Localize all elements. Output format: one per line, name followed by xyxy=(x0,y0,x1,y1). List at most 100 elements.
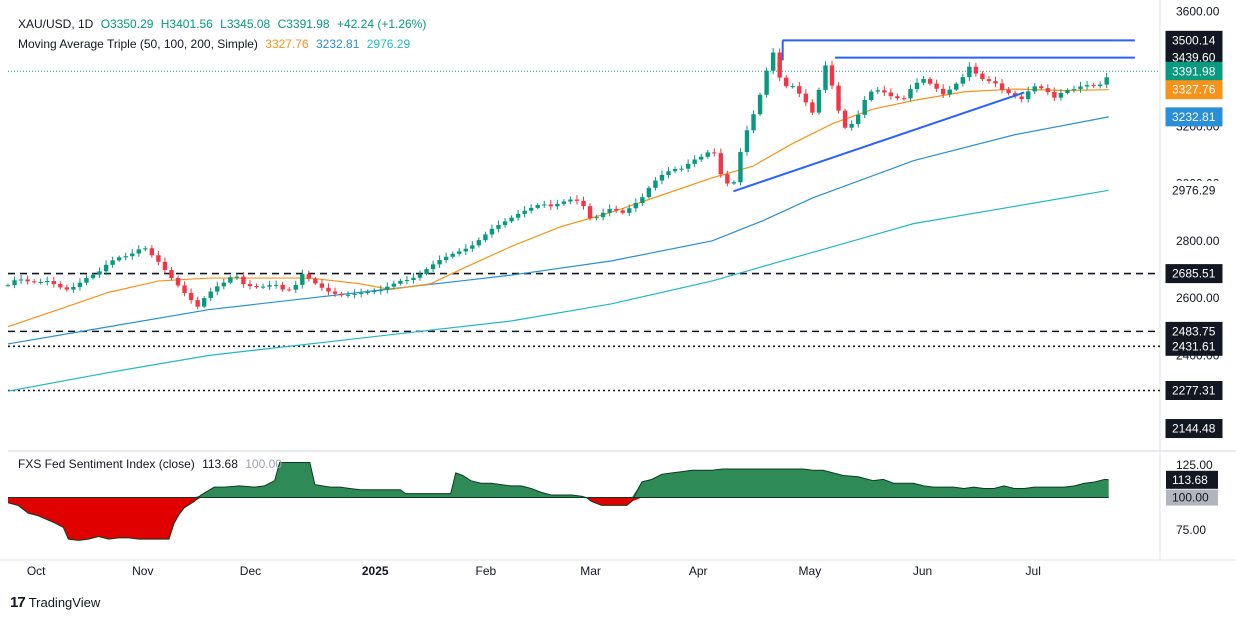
x-tick-label: Apr xyxy=(689,564,708,578)
candle-body xyxy=(699,156,704,160)
candle-body xyxy=(921,79,926,83)
candle-body xyxy=(862,99,867,115)
candle-body xyxy=(476,240,482,246)
candle-body xyxy=(247,284,253,286)
candle-body xyxy=(627,208,632,213)
candle-body xyxy=(457,251,462,254)
candle-body xyxy=(744,130,750,153)
x-tick-label: 2025 xyxy=(362,564,389,578)
candle-body xyxy=(38,281,43,283)
candle-body xyxy=(437,260,442,265)
candle-body xyxy=(287,289,292,291)
candle-body xyxy=(378,289,383,292)
candle-body xyxy=(110,260,115,265)
candle-body xyxy=(810,102,815,113)
candle-body xyxy=(182,285,187,293)
candle-body xyxy=(358,292,364,294)
candle-body xyxy=(954,83,959,90)
candle-body xyxy=(228,277,233,283)
candle-body xyxy=(280,284,285,290)
candle-body xyxy=(411,277,416,280)
candle-body xyxy=(1039,86,1044,89)
candle-body xyxy=(443,256,449,261)
price-label-text: 3439.60 xyxy=(1172,51,1216,65)
candle-body xyxy=(666,171,671,175)
candle-body xyxy=(84,278,89,283)
candle-body xyxy=(823,65,828,90)
candle-body xyxy=(241,276,246,285)
indicator-line xyxy=(7,461,1109,541)
ma-title[interactable]: Moving Average Triple (50, 100, 200, Sim… xyxy=(18,37,258,51)
candle-body xyxy=(450,253,455,257)
candle-body xyxy=(77,282,83,287)
candle-body xyxy=(836,85,841,111)
candle-body xyxy=(352,293,357,295)
candle-body xyxy=(208,291,213,299)
x-tick-label: Feb xyxy=(476,564,497,578)
x-tick-label: Jun xyxy=(913,564,932,578)
tv-logo-icon: 17 xyxy=(10,594,26,611)
candle-body xyxy=(1065,90,1070,93)
x-tick-label: Nov xyxy=(132,564,153,578)
candle-body xyxy=(391,283,397,287)
price-label-bg xyxy=(1165,380,1223,400)
candle-body xyxy=(97,271,102,275)
candle-body xyxy=(784,77,789,87)
candle-body xyxy=(175,278,181,286)
symbol-label[interactable]: XAU/USD, 1D xyxy=(18,17,94,31)
candle-body xyxy=(973,66,979,74)
price-label-text: 2976.29 xyxy=(1172,183,1216,197)
candle-body xyxy=(522,210,527,214)
price-label-text: 2277.31 xyxy=(1172,383,1216,397)
candle-body xyxy=(842,110,848,128)
candle-body xyxy=(960,77,966,84)
candle-body xyxy=(25,279,30,282)
candle-body xyxy=(751,114,756,131)
y-tick-label: 3600.00 xyxy=(1176,5,1220,19)
candle-body xyxy=(71,286,76,290)
candle-body xyxy=(692,159,697,164)
candle-body xyxy=(332,291,338,294)
candle-body xyxy=(600,212,606,218)
brand-name: TradingView xyxy=(28,595,101,610)
candle-body xyxy=(574,199,580,201)
candle-body xyxy=(267,285,272,287)
indicator-last-bg xyxy=(1166,470,1218,489)
trendline-1 xyxy=(733,91,1025,193)
candle-body xyxy=(1058,92,1064,98)
candle-body xyxy=(967,66,972,78)
indicator-legend: FXS Fed Sentiment Index (close) 113.68 1… xyxy=(18,457,286,471)
candle-body xyxy=(470,245,475,249)
candle-body xyxy=(875,90,880,92)
candle-body xyxy=(803,93,809,103)
candle-body xyxy=(679,168,684,170)
x-tick-label: Dec xyxy=(240,564,261,578)
candle-body xyxy=(58,284,63,288)
candle-body xyxy=(515,213,521,218)
indicator-base-bg xyxy=(1166,489,1218,506)
candle-body xyxy=(555,203,560,207)
candle-body xyxy=(980,73,985,80)
candle-body xyxy=(496,225,501,229)
candle-body xyxy=(1091,85,1096,87)
indicator-y-tick: 75.00 xyxy=(1176,523,1206,537)
price-label-text: 2685.51 xyxy=(1172,267,1216,281)
tradingview-logo[interactable]: 17 TradingView xyxy=(10,594,100,611)
candle-body xyxy=(568,199,573,202)
candle-body xyxy=(1052,92,1057,98)
price-label-text: 2144.48 xyxy=(1172,422,1216,436)
candle-body xyxy=(712,152,717,154)
candle-body xyxy=(947,89,952,95)
indicator-title[interactable]: FXS Fed Sentiment Index (close) xyxy=(18,457,195,471)
candle-body xyxy=(738,152,743,183)
candle-body xyxy=(1071,89,1077,91)
candle-body xyxy=(345,294,351,296)
candle-body xyxy=(633,203,639,209)
candle-body xyxy=(646,187,652,198)
candle-body xyxy=(548,204,553,207)
candle-body xyxy=(293,284,298,290)
x-tick-label: Jul xyxy=(1026,564,1041,578)
candle-body xyxy=(489,228,495,235)
